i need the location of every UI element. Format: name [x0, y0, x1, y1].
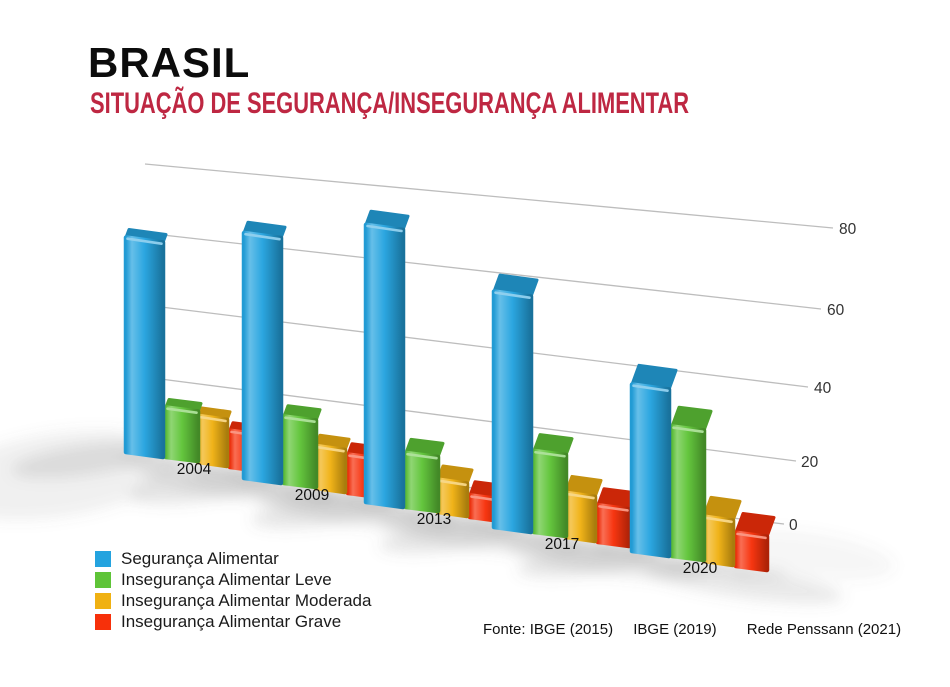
bar-2020-series2 — [701, 495, 742, 568]
y-tick-label-60: 60 — [827, 302, 845, 319]
bar-2020-series3 — [733, 512, 776, 573]
bar-bevel — [494, 291, 531, 299]
legend-item-label: Segurança Alimentar — [121, 549, 279, 568]
legend-item: Insegurança Alimentar Moderada — [95, 590, 371, 611]
bar-bevel — [244, 232, 281, 241]
bar-front-face — [241, 230, 284, 486]
bar-bevel — [598, 505, 629, 512]
legend-swatch — [95, 571, 111, 588]
bar-2009-series1 — [281, 404, 322, 490]
legend-swatch — [95, 613, 111, 630]
shadow — [11, 441, 161, 479]
bar-bevel — [534, 450, 566, 458]
bar-2020-series0 — [629, 363, 678, 559]
legend-swatch — [95, 550, 111, 567]
bar-group-2020: 2020 — [629, 363, 776, 577]
source-item: IBGE (2019) — [633, 621, 717, 638]
bar-front-face — [281, 414, 319, 490]
legend-item-label: Insegurança Alimentar Grave — [121, 612, 342, 631]
bar-bevel — [438, 479, 467, 487]
bar-bevel — [284, 416, 316, 424]
y-tick-label-80: 80 — [839, 221, 857, 238]
bar-bevel — [736, 532, 767, 540]
legend-item: Insegurança Alimentar Grave — [95, 611, 371, 632]
bar-group-2013: 2013 — [363, 209, 508, 528]
bar-group-2017: 2017 — [491, 273, 637, 553]
legend-swatch — [95, 592, 111, 609]
year-label-2020: 2020 — [683, 560, 718, 577]
bar-front-face — [195, 413, 230, 469]
legend-item-label: Insegurança Alimentar Leve — [121, 570, 332, 589]
year-label-2009: 2009 — [295, 487, 329, 504]
bar-front-face — [163, 405, 201, 464]
legend-item: Segurança Alimentar — [95, 548, 371, 569]
page-title: BRASIL — [88, 39, 251, 86]
bar-front-face — [403, 450, 441, 514]
y-tick-label-20: 20 — [801, 454, 819, 471]
year-label-2017: 2017 — [545, 536, 579, 553]
bar-2013-series1 — [403, 437, 445, 514]
legend-item-label: Insegurança Alimentar Moderada — [121, 591, 372, 610]
bar-bevel — [406, 452, 438, 460]
bar-front-face — [363, 222, 406, 510]
year-label-2004: 2004 — [177, 461, 212, 478]
y-tick-label-40: 40 — [814, 380, 832, 397]
bar-2017-series1 — [531, 433, 574, 539]
shadow — [644, 562, 844, 604]
bar-front-face — [123, 235, 166, 460]
bar-2004-series0 — [123, 228, 168, 460]
bar-front-face — [491, 289, 534, 535]
source-item: Rede Penssann (2021) — [746, 621, 902, 638]
bar-bevel — [632, 384, 669, 393]
bar-bevel — [126, 237, 163, 245]
bar-2017-series0 — [491, 273, 539, 535]
bar-bevel — [366, 224, 403, 233]
source-item: Fonte: IBGE (2015) — [483, 621, 614, 638]
bar-front-face — [563, 490, 598, 544]
bar-bevel — [566, 492, 595, 500]
bar-group-2009: 2009 — [241, 220, 385, 504]
gridline-80 — [144, 163, 834, 229]
bar-2013-series0 — [363, 209, 410, 510]
bar-bevel — [704, 516, 733, 524]
bar-2009-series2 — [313, 433, 351, 495]
bar-front-face — [595, 502, 632, 549]
bar-front-face — [313, 443, 348, 495]
bar-2004-series2 — [195, 406, 232, 469]
bar-2009-series0 — [241, 220, 287, 486]
source-note: Fonte: IBGE (2015) IBGE (2019) Rede Pens… — [483, 621, 901, 638]
bar-front-face — [629, 382, 672, 559]
y-tick-label-0: 0 — [789, 517, 798, 534]
bar-front-face — [701, 514, 736, 568]
bar-bevel — [166, 407, 198, 415]
page-subtitle: SITUAÇÃO DE SEGURANÇA/INSEGURANÇA ALIMEN… — [90, 87, 690, 120]
bar-front-face — [733, 530, 770, 573]
bar-bevel — [198, 415, 227, 423]
bar-2013-series2 — [435, 464, 474, 519]
bar-2017-series2 — [563, 474, 603, 544]
bar-2020-series1 — [669, 405, 713, 563]
bar-2004-series1 — [163, 398, 203, 464]
bar-2017-series3 — [595, 487, 637, 549]
bar-bevel — [672, 426, 704, 434]
year-label-2013: 2013 — [417, 511, 451, 528]
chart-legend: Segurança Alimentar Insegurança Alimenta… — [95, 548, 371, 632]
legend-item: Insegurança Alimentar Leve — [95, 569, 371, 590]
bar-front-face — [531, 448, 569, 539]
bar-front-face — [669, 424, 707, 563]
bar-bevel — [316, 445, 345, 453]
